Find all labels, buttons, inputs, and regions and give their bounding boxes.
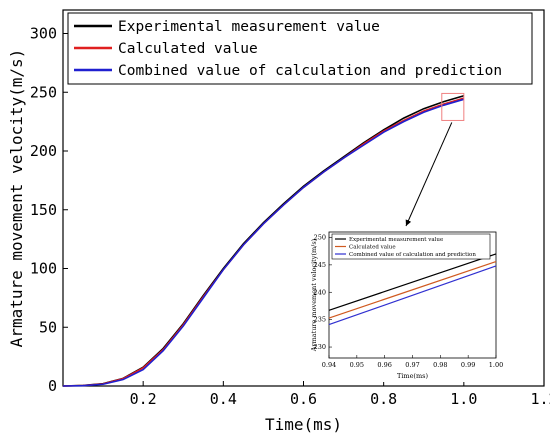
- main-legend: Experimental measurement value Calculate…: [67, 12, 533, 85]
- main-x-tick-label: 0.6: [290, 390, 317, 408]
- legend-label-combined: Combined value of calculation and predic…: [118, 63, 502, 79]
- main-y-tick-label: 150: [30, 201, 57, 219]
- inset-y-tick-label: 230: [314, 343, 326, 351]
- main-legend-box: [67, 12, 533, 85]
- main-x-tick-label: 1.2: [530, 390, 550, 408]
- main-x-ticks: 0.2 0.4 0.6 0.8 1.0 1.2: [130, 381, 550, 408]
- inset-x-tick-label: 1.00: [489, 361, 503, 369]
- inset-legend-box: [331, 233, 491, 260]
- inset-y-ticks: 230 235 240 245 250: [314, 233, 332, 351]
- inset-y-tick-label: 235: [314, 316, 326, 324]
- main-series-group: [62, 95, 465, 387]
- main-y-tick-label: 0: [48, 377, 57, 395]
- main-x-tick-label: 0.2: [130, 390, 157, 408]
- main-y-tick-label: 50: [39, 318, 57, 336]
- inset-x-tick-label: 0.94: [322, 361, 336, 369]
- inset-x-tick-label: 0.99: [461, 361, 475, 369]
- main-y-ticks: 0 50 100 150 200 250 300: [30, 25, 68, 395]
- inset-y-axis-title: Armature movement velocity(m/s): [310, 238, 318, 352]
- main-x-tick-label: 0.4: [210, 390, 237, 408]
- main-series-line-2: [62, 98, 465, 387]
- inset-series-line-2: [328, 265, 497, 326]
- inset-x-ticks: 0.94 0.95 0.96 0.97 0.98 0.99 1.00: [322, 355, 503, 369]
- inset-series-line-0: [328, 253, 497, 311]
- inset-x-tick-label: 0.96: [377, 361, 391, 369]
- inset-y-tick-label: 250: [314, 233, 326, 241]
- main-x-tick-label: 1.0: [450, 390, 477, 408]
- main-y-tick-label: 100: [30, 260, 57, 278]
- main-y-tick-label: 200: [30, 142, 57, 160]
- inset-x-tick-label: 0.98: [433, 361, 447, 369]
- main-y-tick-label: 250: [30, 83, 57, 101]
- inset-y-tick-label: 245: [314, 261, 326, 269]
- inset-x-axis-title: Time(ms): [397, 372, 428, 380]
- main-x-axis-title: Time(ms): [265, 415, 342, 434]
- inset-x-tick-label: 0.95: [350, 361, 364, 369]
- inset-series-group: [328, 253, 497, 326]
- main-y-axis-title: Armature movement velocity(m/s): [7, 49, 26, 348]
- zoom-highlight-box: [441, 92, 465, 121]
- inset-y-tick-label: 240: [314, 288, 326, 296]
- legend-label-experimental: Experimental measurement value: [118, 19, 380, 35]
- inset-x-tick-label: 0.97: [405, 361, 419, 369]
- inset-plot: 230 235 240 245 250 0.94 0.95 0.96 0.97 0.98 0.99…: [308, 228, 503, 382]
- main-plot: 0 50 100 150 200 250 300 0.2 0.4 0.6 0.8 1.0 1.2 Ti…: [7, 9, 550, 434]
- legend-label-calculated: Calculated value: [118, 41, 258, 57]
- inset-legend: Experimental measurement value Calculate…: [331, 233, 491, 260]
- zoom-arrow: [405, 122, 453, 227]
- main-y-tick-label: 300: [30, 25, 57, 43]
- inset-series-line-1: [328, 261, 497, 319]
- inset-legend-label-combined: Combined value of calculation and predic…: [349, 252, 476, 258]
- inset-legend-label-calculated: Calculated value: [349, 245, 396, 251]
- inset-legend-label-experimental: Experimental measurement value: [349, 237, 443, 243]
- main-x-tick-label: 0.8: [370, 390, 397, 408]
